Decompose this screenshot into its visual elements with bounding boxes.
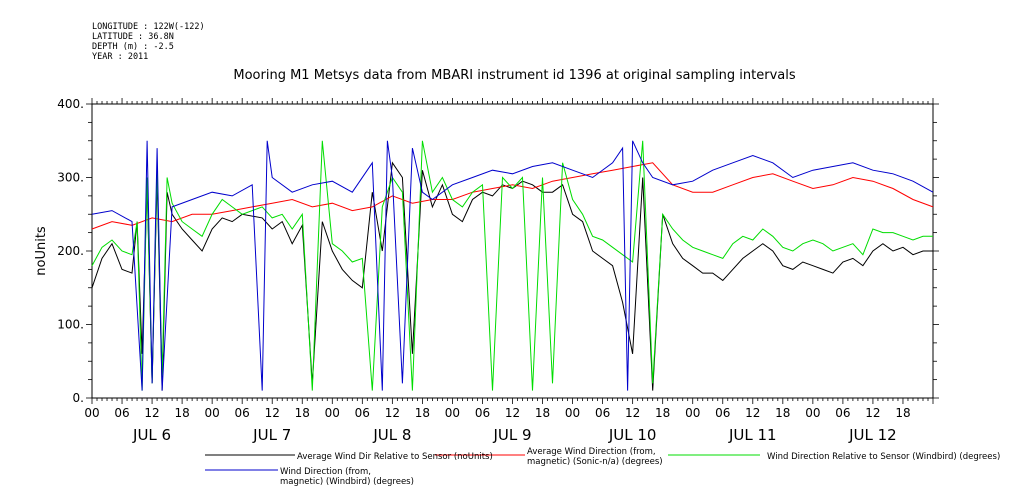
series-line-0 (91, 161, 933, 391)
day-label: JUL 10 (608, 426, 657, 444)
day-label: JUL 9 (492, 426, 531, 444)
x-tick-label: 00 (685, 406, 700, 420)
legend-green-label: Wind Direction Relative to Sensor (Windb… (767, 452, 1001, 462)
x-tick-label: 12 (385, 406, 400, 420)
x-tick-label: 06 (595, 406, 610, 420)
longitude-text: LONGITUDE : 122W(-122) (92, 22, 205, 32)
x-tick-label: 12 (865, 406, 880, 420)
series-line-3 (91, 140, 934, 391)
day-label: JUL 8 (372, 426, 411, 444)
x-tick-label: 12 (505, 406, 520, 420)
x-tick-label: 06 (235, 406, 250, 420)
x-tick-label: 00 (84, 406, 99, 420)
x-tick-label: 00 (205, 406, 220, 420)
series-line-2 (91, 140, 933, 391)
day-label: JUL 12 (848, 426, 897, 444)
y-tick-label: 0. (73, 391, 84, 405)
metadata-block: LONGITUDE : 122W(-122) LATITUDE : 36.8N … (92, 22, 205, 62)
day-label: JUL 11 (728, 426, 777, 444)
x-tick-label: 06 (114, 406, 129, 420)
x-tick-label: 06 (475, 406, 490, 420)
x-tick-label: 18 (535, 406, 550, 420)
chart-title: Mooring M1 Metsys data from MBARI instru… (233, 68, 796, 83)
x-tick-label: 12 (745, 406, 760, 420)
x-tick-label: 12 (265, 406, 280, 420)
x-tick-label: 00 (325, 406, 340, 420)
x-tick-label: 18 (775, 406, 790, 420)
x-tick-label: 06 (835, 406, 850, 420)
x-tick-label: 12 (625, 406, 640, 420)
legend-blue-label: Wind Direction (from, magnetic) (Windbir… (280, 467, 414, 487)
x-tick-label: 12 (144, 406, 159, 420)
year-text: YEAR : 2011 (92, 52, 149, 62)
day-label: JUL 7 (252, 426, 291, 444)
x-tick-label: 18 (174, 406, 189, 420)
plot-frame (91, 103, 934, 399)
x-tick-label: 18 (895, 406, 910, 420)
day-label: JUL 6 (132, 426, 171, 444)
x-tick-label: 18 (655, 406, 670, 420)
y-axis-label: noUnits (34, 226, 49, 276)
x-tick-label: 06 (715, 406, 730, 420)
legend-red-label: Average Wind Direction (from, magnetic) … (527, 447, 663, 467)
y-tick-label: 100. (57, 318, 84, 332)
y-tick-label: 400. (57, 97, 84, 111)
latitude-text: LATITUDE : 36.8N (92, 32, 174, 42)
x-tick-label: 00 (805, 406, 820, 420)
x-tick-label: 00 (445, 406, 460, 420)
x-tick-label: 00 (565, 406, 580, 420)
depth-text: DEPTH (m) : -2.5 (92, 42, 174, 52)
y-tick-label: 200. (57, 244, 84, 258)
x-tick-label: 06 (355, 406, 370, 420)
x-tick-label: 18 (295, 406, 310, 420)
legend-black-label: Average Wind Dir Relative to Sensor (noU… (297, 452, 493, 462)
y-tick-label: 300. (57, 171, 84, 185)
x-tick-label: 18 (415, 406, 430, 420)
series-line-1 (91, 162, 934, 230)
